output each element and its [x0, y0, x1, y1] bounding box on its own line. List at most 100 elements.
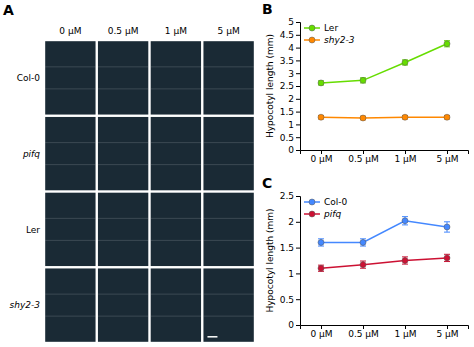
y-tick: 0.5 — [280, 133, 300, 143]
error-bar — [360, 78, 366, 83]
tick-label: 1 μM — [394, 154, 416, 164]
tick-label: 5 — [288, 17, 294, 27]
photo-line — [203, 164, 253, 165]
axis-title: Hypocotyl length (mm) — [265, 208, 275, 312]
tick-mark — [296, 99, 300, 100]
x-tick: 0.5 μM — [348, 150, 379, 164]
y-axis: 00.511.522.5 — [280, 191, 301, 330]
x-tick: 1 μM — [394, 325, 416, 339]
point — [402, 258, 408, 264]
tick-mark — [296, 60, 300, 61]
point — [444, 41, 450, 47]
point — [318, 265, 324, 271]
tick-mark — [296, 273, 300, 274]
axis-title: Hypocotyl length (mm) — [265, 34, 275, 138]
tick-label: 1 μM — [394, 329, 416, 339]
photo-line — [203, 294, 253, 295]
photo-line — [151, 142, 201, 143]
y-tick: 2 — [288, 217, 300, 227]
photo-line — [151, 218, 201, 219]
error-bar — [444, 222, 450, 232]
tick-label: 5 μM — [436, 329, 458, 339]
tick-mark — [296, 248, 300, 249]
series-line — [321, 116, 447, 118]
tick-label: 1.5 — [280, 107, 294, 117]
row-label: Col-0 — [17, 73, 41, 83]
photo-line — [45, 66, 95, 67]
figure: A0 μM0.5 μM1 μM5 μMCol-0pifqLershy2-3B00… — [0, 0, 474, 347]
photo-line — [203, 66, 253, 67]
panel-label: A — [3, 2, 14, 18]
photo-line — [203, 316, 253, 317]
y-tick: 2.5 — [280, 81, 300, 91]
tick-label: 0.5 — [280, 295, 294, 305]
point — [402, 114, 408, 120]
tick-label: 0 — [288, 145, 294, 155]
x-tick: 0 μM — [310, 150, 332, 164]
tick-label: 0.5 μM — [348, 329, 379, 339]
tick-label: 4 — [288, 43, 294, 53]
photo-line — [98, 88, 148, 89]
tick-mark — [296, 150, 300, 151]
y-tick: 5 — [288, 17, 300, 27]
error-bar — [402, 60, 408, 65]
photo-cell — [203, 41, 253, 114]
tick-label: 0 μM — [310, 154, 332, 164]
photo-panel: A0 μM0.5 μM1 μM5 μMCol-0pifqLershy2-3 — [3, 2, 254, 342]
photo-cell — [151, 117, 201, 190]
legend-item: Col-0 — [304, 197, 348, 207]
x-tick: 5 μM — [436, 150, 458, 164]
tick-mark — [296, 222, 300, 223]
photo-cell — [45, 193, 95, 266]
series-line — [321, 258, 447, 268]
y-tick: 0 — [288, 145, 300, 155]
point — [402, 218, 408, 224]
photo-cell — [98, 268, 148, 341]
legend: Col-0pifq — [304, 197, 348, 219]
tick-label: 3.5 — [280, 56, 294, 66]
photo-cell — [151, 268, 201, 341]
photo-cell — [45, 268, 95, 341]
photo-line — [98, 142, 148, 143]
photo-cell — [98, 117, 148, 190]
photo-line — [98, 164, 148, 165]
photo-line — [151, 66, 201, 67]
photo-line — [203, 142, 253, 143]
y-tick: 1 — [288, 269, 300, 279]
tick-mark — [296, 137, 300, 138]
y-tick: 1.5 — [280, 243, 300, 253]
legend-marker — [309, 199, 315, 205]
tick-label: 2 — [288, 217, 294, 227]
photo-line — [98, 294, 148, 295]
point — [444, 114, 450, 120]
legend-marker — [309, 211, 315, 217]
error-bar — [402, 217, 408, 225]
axis-line — [296, 197, 301, 326]
tick-mark — [296, 73, 300, 74]
point — [360, 239, 366, 245]
series — [318, 217, 450, 246]
tick-label: 0.5 — [280, 133, 294, 143]
photo-line — [151, 164, 201, 165]
row-label: pifq — [22, 149, 40, 159]
legend-item: shy2-3 — [304, 35, 355, 45]
photo-line — [203, 88, 253, 89]
photo-line — [203, 240, 253, 241]
point — [360, 77, 366, 83]
point — [318, 239, 324, 245]
point — [360, 262, 366, 268]
x-tick: 1 μM — [394, 150, 416, 164]
point — [444, 255, 450, 261]
tick-label: 2 — [288, 94, 294, 104]
error-bar — [318, 239, 324, 246]
tick-mark — [296, 86, 300, 87]
tick-mark — [296, 299, 300, 300]
y-tick: 4 — [288, 43, 300, 53]
photo-line — [45, 316, 95, 317]
tick-label: 4.5 — [280, 30, 294, 40]
series — [318, 114, 450, 121]
error-bar — [318, 81, 324, 85]
point — [360, 115, 366, 121]
y-tick: 3 — [288, 69, 300, 79]
y-tick: 3.5 — [280, 56, 300, 66]
